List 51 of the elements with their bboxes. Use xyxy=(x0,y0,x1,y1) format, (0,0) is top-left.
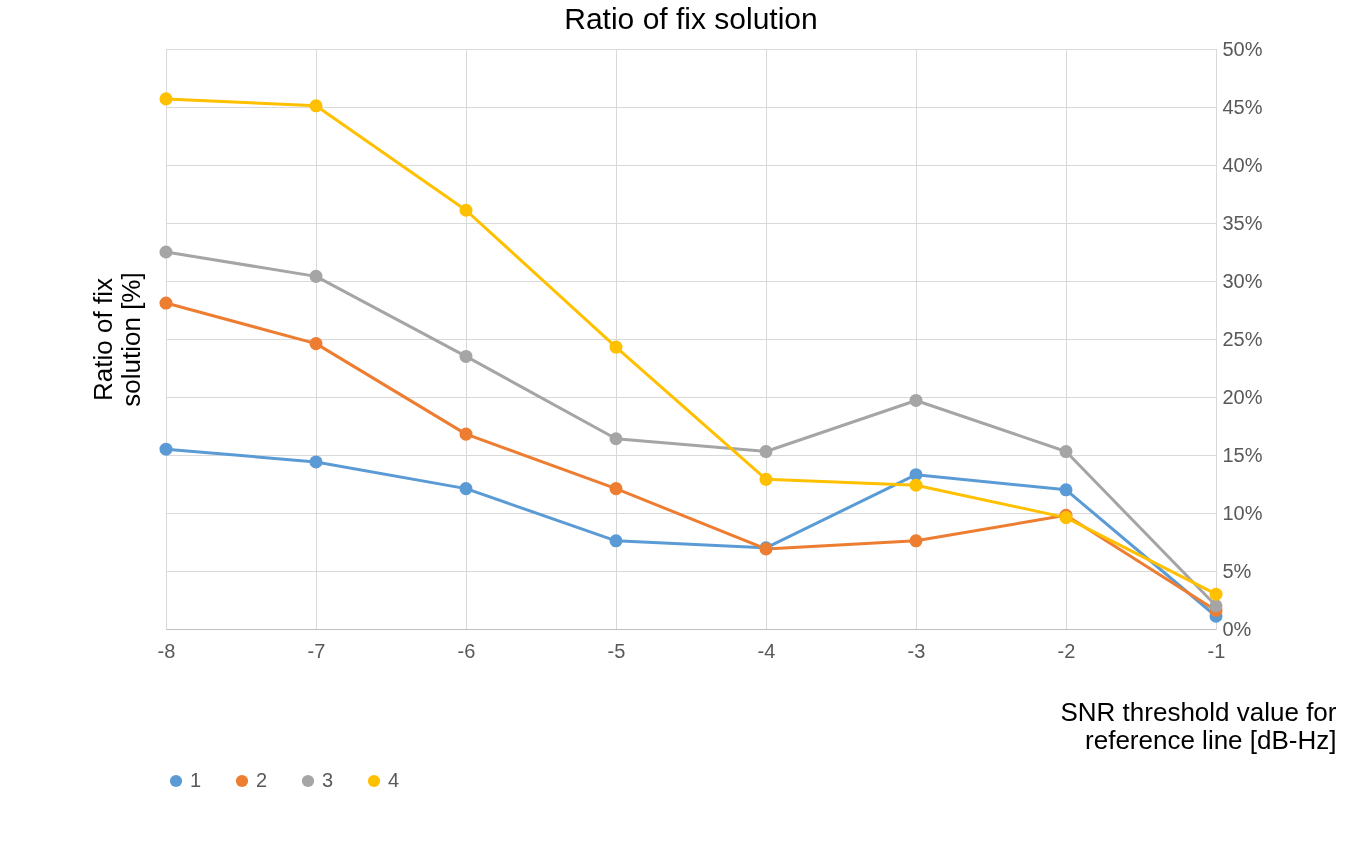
point xyxy=(159,92,173,106)
legend-label: 2 xyxy=(256,769,268,791)
point xyxy=(909,478,923,492)
point xyxy=(609,340,623,354)
point xyxy=(159,296,173,310)
point xyxy=(759,445,773,459)
point xyxy=(909,393,923,407)
y-tick-label: 0% xyxy=(1222,617,1252,640)
point xyxy=(909,534,923,548)
legend-label: 4 xyxy=(388,769,400,791)
y-tick-label: 30% xyxy=(1222,269,1263,292)
point xyxy=(309,99,323,113)
legend-label: 1 xyxy=(190,769,202,791)
point xyxy=(309,337,323,351)
x-tick-label: -2 xyxy=(1057,639,1076,662)
x-tick-label: -6 xyxy=(457,639,476,662)
point xyxy=(609,482,623,496)
y-axis-title: Ratio of fix solution [%] xyxy=(87,272,146,407)
legend-label: 3 xyxy=(322,769,334,791)
y-tick-label: 20% xyxy=(1222,385,1263,408)
point xyxy=(159,245,173,259)
x-tick-label: -1 xyxy=(1207,639,1226,662)
point xyxy=(459,203,473,217)
point xyxy=(309,269,323,283)
chart-title: Ratio of fix solution xyxy=(564,2,818,35)
point xyxy=(609,432,623,446)
x-axis-title: SNR threshold value for reference line [dB-Hz] xyxy=(1060,696,1337,755)
y-tick-label: 50% xyxy=(1222,37,1263,60)
y-tick-label: 15% xyxy=(1222,443,1263,466)
point xyxy=(1059,483,1073,497)
x-tick-label: -8 xyxy=(157,639,176,662)
y-tick-label: 40% xyxy=(1222,153,1263,176)
x-tick-label: -4 xyxy=(757,639,776,662)
point xyxy=(1209,587,1223,601)
point xyxy=(759,472,773,486)
point xyxy=(459,482,473,496)
y-tick-label: 45% xyxy=(1222,95,1263,118)
y-tick-label: 25% xyxy=(1222,327,1263,350)
point xyxy=(1059,445,1073,459)
x-tick-label: -3 xyxy=(907,639,926,662)
x-tick-label: -7 xyxy=(307,639,326,662)
x-tick-label: -5 xyxy=(607,639,626,662)
point xyxy=(309,455,323,469)
point xyxy=(609,534,623,548)
point xyxy=(159,442,173,456)
point xyxy=(459,349,473,363)
point xyxy=(1209,599,1223,613)
y-tick-label: 10% xyxy=(1222,501,1263,524)
y-tick-label: 5% xyxy=(1222,559,1252,582)
point xyxy=(459,427,473,441)
y-tick-label: 35% xyxy=(1222,211,1263,234)
